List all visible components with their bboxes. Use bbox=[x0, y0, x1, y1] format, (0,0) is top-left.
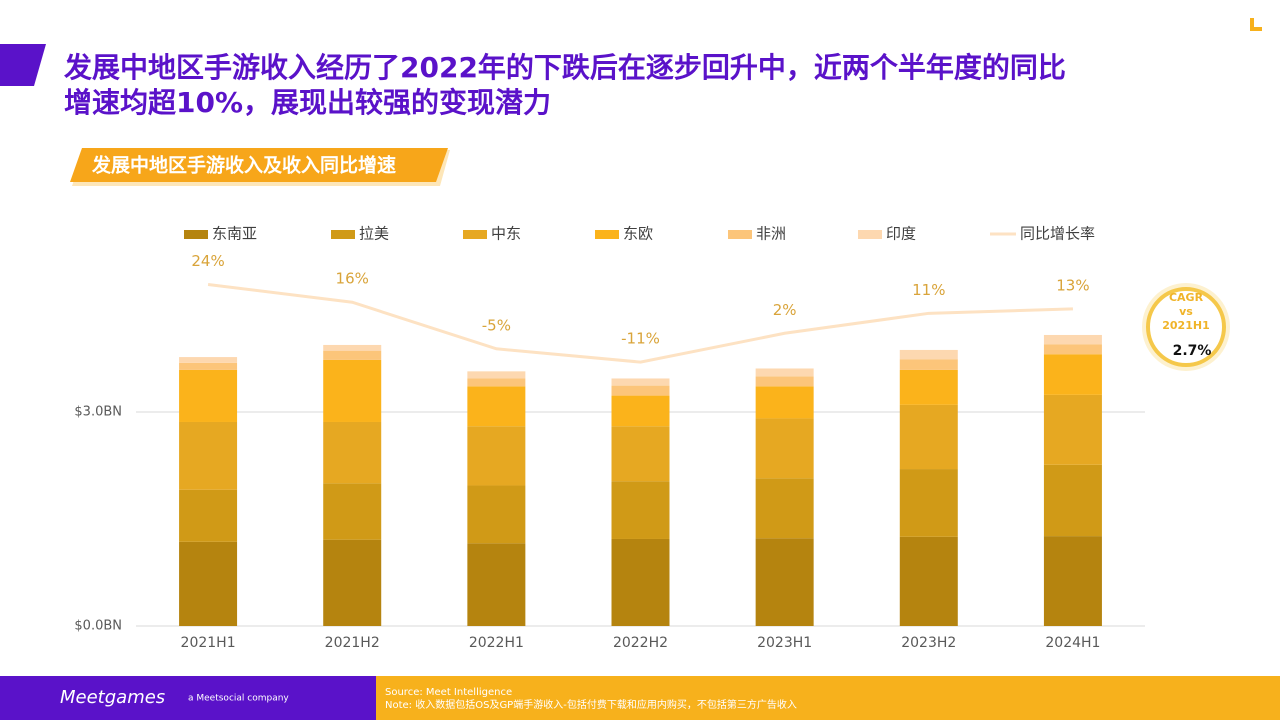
x-tick-label: 2021H1 bbox=[181, 635, 236, 651]
legend-swatch bbox=[463, 230, 487, 239]
badge-text: vs bbox=[1179, 305, 1193, 318]
bar-segment bbox=[323, 344, 382, 351]
bar-segment bbox=[323, 483, 382, 540]
x-tick-label: 2021H2 bbox=[325, 635, 380, 651]
bar-segment bbox=[611, 378, 670, 386]
bar-segment bbox=[179, 369, 238, 422]
footer-tagline: a Meetsocial company bbox=[188, 694, 289, 704]
bar-segment bbox=[755, 386, 814, 419]
section-title: 发展中地区手游收入及收入同比增速 bbox=[91, 154, 396, 177]
badge-text: CAGR bbox=[1169, 291, 1204, 304]
chart: $0.0BN $3.0BN 东南亚 拉美 中东 东欧 非洲 印度 同比增长率 2021H1 2021… bbox=[74, 225, 1145, 651]
bar-segment bbox=[1043, 344, 1102, 355]
title-accent bbox=[0, 44, 46, 86]
y-tick-label: $0.0BN bbox=[74, 619, 122, 634]
section-tag bbox=[70, 148, 448, 182]
bar-segment bbox=[899, 536, 958, 626]
legend-label: 同比增长率 bbox=[1020, 225, 1095, 243]
bar-segment bbox=[899, 349, 958, 360]
bar-segment bbox=[611, 385, 670, 396]
data-label: 16% bbox=[336, 270, 369, 288]
legend-swatch bbox=[595, 230, 619, 239]
footer-logo: Meetgames bbox=[60, 687, 165, 708]
bar-segment bbox=[755, 538, 814, 626]
bar-segment bbox=[467, 386, 526, 427]
bar-segment bbox=[467, 485, 526, 544]
bar-segment bbox=[899, 404, 958, 470]
bar-segment bbox=[323, 359, 382, 422]
bar-segment bbox=[1043, 334, 1102, 345]
bar-segment bbox=[467, 426, 526, 486]
title-line: 增速均超10%，展现出较强的变现潜力 bbox=[64, 86, 551, 119]
bar-segment bbox=[179, 489, 238, 542]
x-tick-label: 2022H2 bbox=[613, 635, 668, 651]
corner-mark bbox=[1250, 18, 1262, 31]
bar-segment bbox=[755, 478, 814, 539]
footer-note: Note: 收入数据包括OS及GP端手游收入-包括付费下载和应用内购买，不包括第… bbox=[385, 698, 797, 711]
bar-segment bbox=[467, 378, 526, 387]
bar-segment bbox=[1043, 536, 1102, 626]
legend-label: 中东 bbox=[491, 225, 521, 243]
data-label: 24% bbox=[191, 252, 224, 270]
bar-segment bbox=[611, 538, 670, 626]
bar-segment bbox=[323, 421, 382, 484]
growth-line bbox=[207, 282, 1073, 364]
footer-right bbox=[376, 676, 1280, 720]
bar-segment bbox=[755, 376, 814, 387]
legend-swatch bbox=[728, 230, 752, 239]
legend-label: 印度 bbox=[886, 225, 916, 243]
bar-segment bbox=[899, 359, 958, 370]
legend-swatch bbox=[858, 230, 882, 239]
bar-segment bbox=[179, 362, 238, 370]
footer-left bbox=[0, 676, 376, 720]
bar-segment bbox=[755, 368, 814, 377]
legend-label: 东南亚 bbox=[212, 225, 257, 243]
x-tick-label: 2024H1 bbox=[1045, 635, 1100, 651]
bar-segment bbox=[1043, 354, 1102, 395]
data-label: -11% bbox=[621, 330, 660, 348]
bar-segment bbox=[1043, 464, 1102, 537]
bar-segment bbox=[1043, 394, 1102, 465]
x-tick-label: 2023H1 bbox=[757, 635, 812, 651]
legend-label: 非洲 bbox=[756, 225, 786, 243]
badge-value: 2.7% bbox=[1173, 343, 1212, 359]
legend-label: 拉美 bbox=[359, 225, 389, 243]
cagr-badge: CAGR vs 2021H1 2.7% bbox=[1142, 283, 1230, 371]
data-label: 2% bbox=[773, 301, 797, 319]
data-label: 11% bbox=[912, 281, 945, 299]
bar-segment bbox=[467, 371, 526, 379]
bar-segment bbox=[899, 369, 958, 405]
bar-segment bbox=[179, 541, 238, 626]
bar-segment bbox=[899, 469, 958, 537]
title-line: 发展中地区手游收入经历了2022年的下跌后在逐步回升中，近两个半年度的同比 bbox=[63, 51, 1066, 84]
bar-segment bbox=[611, 426, 670, 482]
data-label: -5% bbox=[482, 316, 511, 334]
data-label: 13% bbox=[1056, 276, 1089, 294]
badge bbox=[1146, 287, 1226, 367]
bar-segment bbox=[611, 481, 670, 539]
bar-segment bbox=[179, 357, 238, 363]
bar-segment bbox=[323, 350, 382, 360]
bar-segment bbox=[467, 543, 526, 626]
bar-segment bbox=[611, 395, 670, 427]
legend-swatch bbox=[331, 230, 355, 239]
bar-segment bbox=[323, 539, 382, 626]
legend-label: 东欧 bbox=[623, 225, 653, 243]
badge-text: 2021H1 bbox=[1162, 319, 1209, 332]
footer-source: Source: Meet Intelligence bbox=[385, 687, 512, 698]
bar-segment bbox=[755, 418, 814, 479]
legend-swatch bbox=[184, 230, 208, 239]
x-tick-label: 2023H2 bbox=[901, 635, 956, 651]
bar-segment bbox=[179, 421, 238, 490]
x-tick-label: 2022H1 bbox=[469, 635, 524, 651]
y-tick-label: $3.0BN bbox=[74, 405, 122, 420]
